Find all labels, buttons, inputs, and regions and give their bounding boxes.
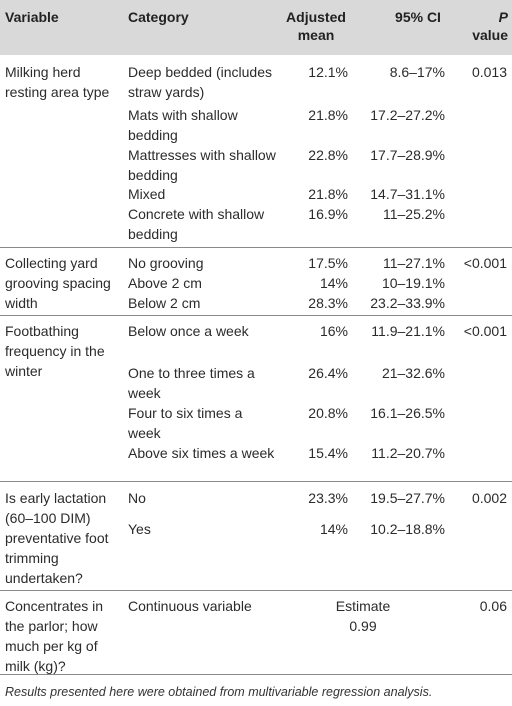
confidence-interval: 11–27.1%	[382, 255, 445, 271]
adjusted-mean: 20.8%	[308, 405, 348, 421]
adjusted-mean: 22.8%	[308, 147, 348, 163]
category-label: Mixed	[128, 186, 166, 202]
confidence-interval: 8.6–17%	[389, 64, 445, 80]
variable-label: Concentrates in the parlor; how much per…	[5, 598, 104, 674]
row-divider	[0, 590, 512, 591]
header-adjusted-mean: Adjusted mean	[286, 9, 346, 43]
estimate-value: 0.99	[349, 618, 377, 634]
category-label: Below once a week	[128, 323, 249, 339]
header-category: Category	[128, 9, 189, 25]
header-variable: Variable	[5, 9, 59, 25]
p-value: 0.06	[479, 598, 507, 614]
header-p-value: P value	[462, 8, 508, 44]
estimate-label: Estimate	[335, 598, 391, 614]
confidence-interval: 21–32.6%	[381, 365, 445, 381]
adjusted-mean: 21.8%	[308, 107, 348, 123]
p-value: 0.002	[471, 490, 507, 506]
category-label: No grooving	[128, 255, 204, 271]
adjusted-mean: 17.5%	[308, 255, 348, 271]
adjusted-mean: 14%	[319, 521, 348, 537]
category-label: Mats with shallow bedding	[128, 107, 238, 143]
confidence-interval: 10.2–18.8%	[370, 521, 445, 537]
adjusted-mean: 16%	[319, 323, 348, 339]
category-label: Continuous variable	[128, 598, 252, 614]
row-divider	[0, 247, 512, 248]
confidence-interval: 23.2–33.9%	[370, 295, 445, 311]
category-label: Above six times a week	[128, 445, 275, 461]
confidence-interval: 10–19.1%	[381, 275, 445, 291]
p-value: 0.013	[471, 64, 507, 80]
adjusted-mean: 14%	[319, 275, 348, 291]
table-footnote: Results presented here were obtained fro…	[5, 685, 433, 699]
confidence-interval: 19.5–27.7%	[370, 490, 445, 506]
variable-label: Footbathing frequency in the winter	[5, 323, 105, 379]
variable-label: Collecting yard grooving spacing width	[5, 255, 111, 311]
header-ci: 95% CI	[395, 9, 441, 25]
table-bottom-rule	[0, 674, 512, 675]
adjusted-mean: 15.4%	[308, 445, 348, 461]
confidence-interval: 11.9–21.1%	[371, 323, 445, 339]
category-label: Deep bedded (includes straw yards)	[128, 64, 272, 100]
variable-label: Milking herd resting area type	[5, 64, 110, 100]
category-label: Mattresses with shallow bedding	[128, 147, 276, 183]
header-p-letter: P	[498, 9, 508, 25]
adjusted-mean: 16.9%	[308, 206, 348, 222]
category-label: Concrete with shallow bedding	[128, 206, 265, 242]
confidence-interval: 14.7–31.1%	[370, 186, 445, 202]
category-label: Below 2 cm	[128, 295, 201, 311]
confidence-interval: 11.2–20.7%	[371, 445, 445, 461]
category-label: No	[128, 490, 146, 506]
category-label: One to three times a week	[128, 365, 255, 401]
adjusted-mean: 26.4%	[308, 365, 348, 381]
p-value: <0.001	[463, 255, 507, 271]
category-label: Four to six times a week	[128, 405, 243, 441]
category-label: Yes	[128, 521, 151, 537]
adjusted-mean: 23.3%	[308, 490, 348, 506]
variable-label: Is early lactation (60–100 DIM) preventa…	[5, 490, 109, 586]
adjusted-mean: 12.1%	[308, 64, 348, 80]
category-label: Above 2 cm	[128, 275, 202, 291]
confidence-interval: 17.2–27.2%	[370, 107, 445, 123]
row-divider	[0, 315, 512, 316]
row-divider	[0, 481, 512, 482]
confidence-interval: 17.7–28.9%	[370, 147, 445, 163]
confidence-interval: 11–25.2%	[382, 206, 445, 222]
confidence-interval: 16.1–26.5%	[370, 405, 445, 421]
table-header: Variable Category Adjusted mean 95% CI P…	[0, 0, 512, 55]
adjusted-mean: 28.3%	[308, 295, 348, 311]
p-value: <0.001	[463, 323, 507, 339]
header-p-rest: value	[472, 27, 508, 43]
adjusted-mean: 21.8%	[308, 186, 348, 202]
